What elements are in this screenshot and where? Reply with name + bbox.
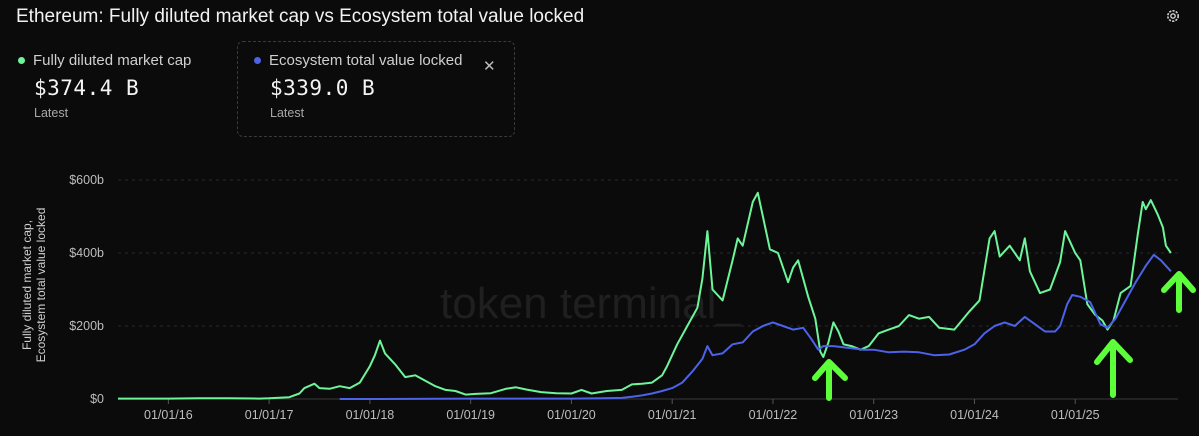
x-tick-label: 01/01/16: [144, 408, 193, 422]
stat-value: $339.0 B: [270, 76, 376, 100]
annotation-arrow: [1094, 339, 1133, 398]
x-tick-label: 01/01/19: [446, 408, 495, 422]
close-icon[interactable]: ✕: [483, 58, 496, 75]
x-tick-label: 01/01/18: [346, 408, 395, 422]
legend-dot-tvl: [254, 57, 261, 64]
stat-sub: Latest: [270, 106, 305, 120]
watermark: token terminal_: [440, 279, 741, 328]
x-tick-label: 01/01/17: [245, 408, 294, 422]
x-tick-label: 01/01/21: [648, 408, 697, 422]
x-tick-label: 01/01/24: [950, 408, 999, 422]
y-tick-label: $400b: [69, 246, 104, 260]
y-tick-label: $600b: [69, 173, 104, 187]
stat-label: Ecosystem total value locked: [269, 52, 463, 69]
page-title: Ethereum: Fully diluted market cap vs Ec…: [16, 6, 585, 27]
annotation-arrow: [1161, 271, 1196, 313]
y-axis-title-line2: Ecosystem total value locked: [34, 207, 48, 363]
stat-label: Fully diluted market cap: [33, 52, 192, 69]
gear-icon[interactable]: [1165, 8, 1181, 24]
series-line: [118, 191, 1172, 400]
x-tick-label: 01/01/25: [1051, 408, 1100, 422]
stat-market-cap: Fully diluted market cap $374.4 B Latest: [18, 52, 191, 120]
legend-dot-market-cap: [18, 57, 25, 64]
x-tick-label: 01/01/20: [547, 408, 596, 422]
y-tick-label: $0: [90, 392, 104, 406]
stat-value: $374.4 B: [34, 76, 140, 100]
stat-sub: Latest: [34, 106, 69, 120]
y-tick-label: $200b: [69, 319, 104, 333]
series-line: [339, 253, 1172, 400]
selected-series-box[interactable]: [237, 41, 515, 137]
annotation-arrow: [812, 359, 848, 401]
y-axis-title: Fully diluted market cap, Ecosystem tota…: [20, 170, 48, 400]
x-tick-label: 01/01/23: [849, 408, 898, 422]
x-tick-label: 01/01/22: [749, 408, 798, 422]
y-axis-title-line1: Fully diluted market cap,: [20, 219, 34, 351]
stat-tvl: Ecosystem total value locked $339.0 B La…: [254, 52, 462, 120]
